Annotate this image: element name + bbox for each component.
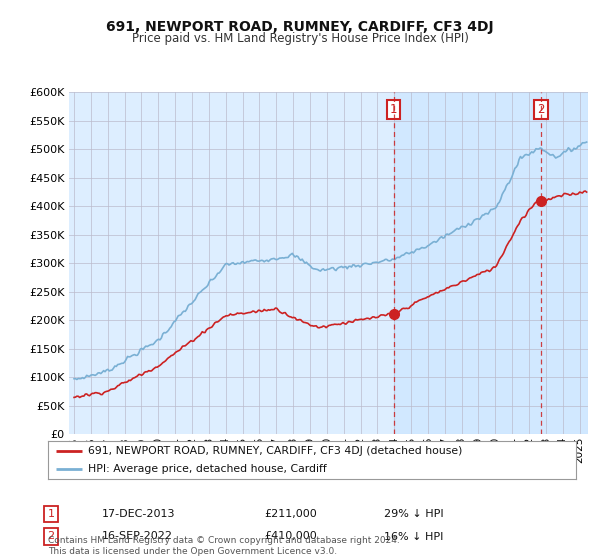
Text: Price paid vs. HM Land Registry's House Price Index (HPI): Price paid vs. HM Land Registry's House … <box>131 32 469 45</box>
Text: 17-DEC-2013: 17-DEC-2013 <box>102 509 176 519</box>
Text: 29% ↓ HPI: 29% ↓ HPI <box>384 509 443 519</box>
Text: 16% ↓ HPI: 16% ↓ HPI <box>384 531 443 542</box>
Text: 691, NEWPORT ROAD, RUMNEY, CARDIFF, CF3 4DJ: 691, NEWPORT ROAD, RUMNEY, CARDIFF, CF3 … <box>106 20 494 34</box>
Text: 16-SEP-2022: 16-SEP-2022 <box>102 531 173 542</box>
Text: 691, NEWPORT ROAD, RUMNEY, CARDIFF, CF3 4DJ (detached house): 691, NEWPORT ROAD, RUMNEY, CARDIFF, CF3 … <box>88 446 462 456</box>
Text: Contains HM Land Registry data © Crown copyright and database right 2024.
This d: Contains HM Land Registry data © Crown c… <box>48 536 400 556</box>
Text: 1: 1 <box>47 509 55 519</box>
Bar <box>394 92 588 434</box>
Text: 2: 2 <box>47 531 55 542</box>
Text: 1: 1 <box>390 103 397 116</box>
Text: HPI: Average price, detached house, Cardiff: HPI: Average price, detached house, Card… <box>88 464 326 474</box>
Text: £211,000: £211,000 <box>264 509 317 519</box>
Text: £410,000: £410,000 <box>264 531 317 542</box>
Text: 2: 2 <box>537 103 545 116</box>
